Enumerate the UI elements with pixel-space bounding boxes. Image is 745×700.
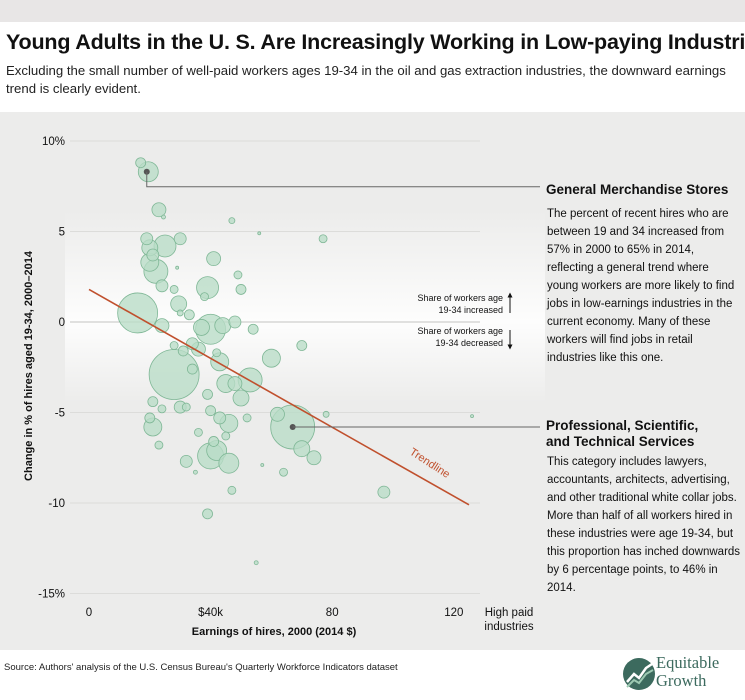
data-point	[194, 428, 203, 437]
data-point	[306, 450, 322, 466]
pst-annotation-body: This category includes lawyers, accounta…	[547, 456, 741, 594]
data-point	[170, 295, 188, 313]
data-point	[193, 319, 210, 336]
y-tick-label: -5	[55, 408, 65, 420]
trendline	[88, 288, 470, 506]
data-point	[155, 279, 169, 293]
increased-label-2: 19-34 increased	[438, 305, 503, 315]
data-point	[228, 217, 236, 225]
data-point	[233, 270, 243, 280]
decreased-label-1: Share of workers age	[417, 326, 503, 336]
x-tick-label: 80	[326, 607, 339, 619]
logo-icon	[623, 658, 655, 690]
data-point	[261, 348, 281, 368]
data-point	[227, 376, 243, 391]
data-point	[212, 348, 222, 358]
data-point	[221, 431, 231, 441]
data-point	[293, 440, 311, 458]
data-point	[218, 452, 240, 474]
data-point	[135, 157, 147, 169]
logo-line-2: Growth	[656, 671, 707, 690]
data-point	[175, 265, 180, 270]
logo-text: Equitable Growth	[656, 654, 719, 690]
increased-label-1: Share of workers age	[417, 293, 503, 303]
data-point	[206, 251, 222, 267]
data-point	[140, 232, 154, 246]
data-point	[200, 292, 209, 302]
y-tick-label: 10%	[42, 136, 65, 148]
data-point	[270, 406, 285, 422]
chart-title: Young Adults in the U. S. Are Increasing…	[6, 30, 745, 54]
high-paid-label-1: High paid	[485, 607, 534, 619]
data-point	[322, 410, 330, 418]
data-point	[205, 405, 217, 417]
data-point	[161, 214, 166, 220]
data-point	[157, 404, 167, 414]
y-tick-label: -10	[48, 498, 65, 510]
data-point	[148, 349, 200, 400]
x-tick-label: 0	[86, 607, 92, 619]
data-point	[144, 412, 156, 424]
data-point	[179, 454, 193, 468]
data-point	[247, 323, 259, 335]
data-point	[186, 363, 198, 375]
data-point	[232, 389, 250, 407]
y-tick-label: 0	[59, 317, 65, 329]
trendline-layer	[88, 288, 470, 506]
x-tick-label: 120	[444, 607, 463, 619]
data-point	[214, 317, 232, 335]
x-axis-label: Earnings of hires, 2000 (2014 $)	[192, 626, 357, 638]
data-point	[154, 440, 164, 450]
source-note: Source: Authors' analysis of the U.S. Ce…	[4, 662, 398, 673]
data-point	[318, 234, 328, 244]
data-point	[183, 309, 195, 321]
data-point	[147, 396, 159, 408]
high-paid-label-2: industries	[484, 621, 533, 633]
data-point	[117, 292, 159, 334]
data-point	[260, 463, 265, 467]
data-point	[253, 560, 259, 566]
data-point	[177, 345, 189, 357]
band-decrease	[65, 322, 545, 404]
data-point	[192, 469, 198, 475]
data-point	[181, 402, 191, 412]
data-point	[202, 388, 213, 400]
data-point	[228, 315, 242, 329]
data-point	[151, 202, 167, 218]
gm-callout-line	[146, 171, 540, 188]
data-point	[146, 248, 160, 262]
y-axis-label: Change in % of hires aged 19-34, 2000–20…	[23, 250, 35, 481]
data-point	[296, 340, 308, 351]
pst-annotation-title: Professional, Scientific, and Technical …	[546, 418, 699, 449]
data-point	[208, 436, 220, 447]
data-point	[242, 413, 252, 423]
chart-subtitle: Excluding the small number of well-paid …	[6, 63, 726, 96]
brand-logo: Equitable Growth	[622, 652, 742, 696]
y-axis-ticks: 10% 5 0 -5 -10 -15%	[38, 136, 65, 601]
x-tick-label: $40k	[198, 607, 223, 619]
data-point	[257, 231, 262, 236]
top-bar	[0, 0, 745, 22]
data-point	[227, 485, 237, 495]
data-point	[202, 508, 213, 520]
data-point	[173, 232, 187, 246]
data-point	[169, 341, 179, 350]
data-point	[213, 411, 227, 425]
gm-annotation-body: The percent of recent hires who are betw…	[547, 208, 735, 364]
x-axis-ticks: 0 $40k 80 120	[86, 607, 464, 619]
trendline-label: Trendline	[407, 446, 452, 481]
data-point	[279, 467, 288, 477]
logo-line-1: Equitable	[656, 653, 720, 672]
data-point	[235, 284, 247, 295]
y-tick-label: 5	[59, 227, 65, 239]
data-point	[377, 485, 391, 499]
callout-lines	[146, 171, 540, 428]
y-tick-label: -15%	[38, 589, 65, 601]
decreased-label-2: 19-34 decreased	[435, 338, 503, 348]
gm-annotation-title: General Merchandise Stores	[546, 182, 729, 197]
data-point	[176, 309, 184, 317]
data-point	[470, 414, 474, 419]
data-point	[169, 285, 179, 294]
